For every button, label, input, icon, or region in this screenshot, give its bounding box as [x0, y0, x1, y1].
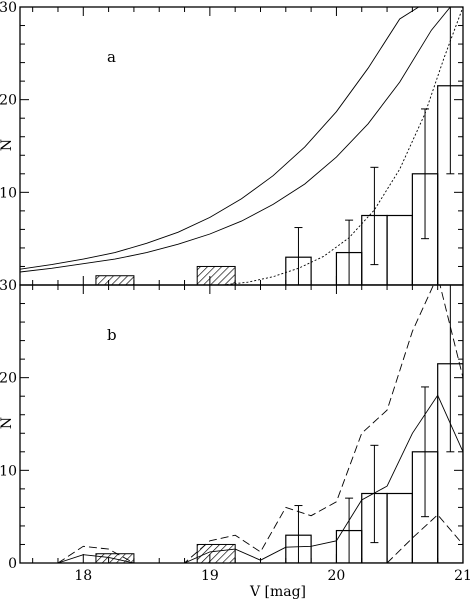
panel-b: 0 10 20 30 18 19 20 21 — [0, 278, 472, 584]
plot-area — [57, 285, 463, 563]
error-bar-1 — [345, 497, 354, 563]
hatched-bin-1 — [196, 265, 236, 285]
error-bar-3 — [421, 108, 430, 240]
histogram-bin-3 — [386, 214, 413, 285]
error-bar-2 — [370, 444, 379, 544]
hatched-bin-1 — [196, 543, 236, 563]
curve-dotted-2 — [222, 7, 463, 285]
y-tick-label: 30 — [0, 0, 17, 16]
y-tick-label: 20 — [0, 93, 17, 109]
error-bar-3 — [421, 386, 430, 518]
y-tick-label: 30 — [0, 278, 17, 294]
error-bar-0 — [294, 505, 303, 563]
panel-b-y-axis-title: N — [0, 417, 15, 429]
error-bar-4 — [446, 7, 455, 175]
curve-dashed-1 — [57, 285, 463, 563]
x-tick-label: 21 — [454, 568, 472, 584]
plot-frame — [19, 284, 464, 564]
plot-area — [20, 7, 463, 285]
y-tick-label: 20 — [0, 371, 17, 387]
hatched-bin-0 — [95, 275, 135, 285]
panel-a-y-axis-title: N — [0, 139, 15, 151]
error-bar-4 — [446, 285, 455, 453]
x-axis-title: V [mag] — [249, 584, 306, 600]
y-tick-label: 10 — [0, 463, 17, 479]
x-tick-label: 18 — [74, 568, 92, 584]
error-bar-2 — [370, 166, 379, 266]
curve-dashed-2 — [386, 514, 463, 563]
error-bar-0 — [294, 227, 303, 285]
x-tick-label: 19 — [201, 568, 219, 584]
curve-solid-0 — [57, 394, 463, 563]
x-tick-label: 20 — [328, 568, 346, 584]
curve-solid-0 — [20, 7, 419, 270]
histogram-bin-3 — [386, 492, 413, 563]
y-tick-label: 10 — [0, 185, 17, 201]
curve-solid-1 — [20, 7, 451, 273]
y-tick-label: 0 — [8, 556, 17, 572]
panel-a-label: a — [107, 48, 116, 66]
panel-a: 10 20 30 — [0, 0, 464, 286]
error-bar-1 — [345, 219, 354, 285]
panel-b-label: b — [107, 326, 117, 344]
plot-frame — [19, 6, 464, 286]
